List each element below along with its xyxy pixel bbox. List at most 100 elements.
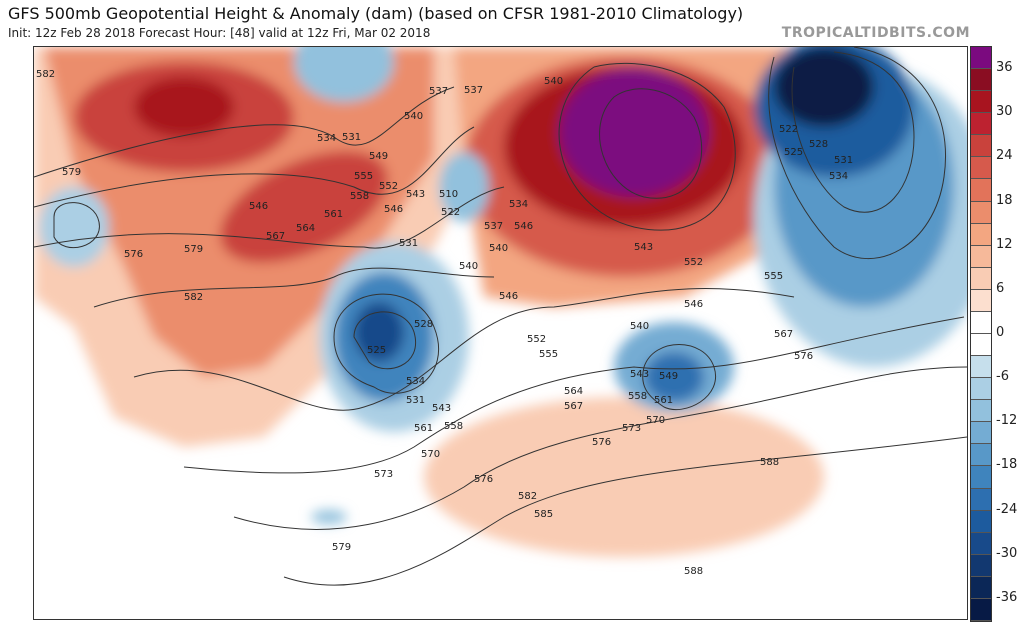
contour-label: 528	[809, 139, 828, 150]
map-canvas: 582 579 576 579 582 546 567 564 561 558 555 552 549 5…	[34, 47, 967, 586]
contour-label: 555	[539, 349, 558, 360]
contour-label: 537	[429, 86, 448, 97]
contour-label: 546	[499, 291, 518, 302]
brand-watermark: TROPICALTIDBITS.COM	[781, 25, 970, 41]
contour-label: 531	[406, 395, 425, 406]
colorbar-tick: 0	[996, 325, 1005, 340]
contour-line	[642, 344, 717, 411]
contour-label: 537	[464, 85, 483, 96]
contour-label: 543	[432, 403, 451, 414]
colorbar-tick: 36	[996, 60, 1013, 76]
contour-label: 540	[404, 111, 423, 122]
contour-label: 552	[527, 334, 546, 345]
colorbar-bin	[971, 157, 991, 180]
contour-label: 525	[367, 345, 386, 356]
contour-line	[34, 126, 475, 208]
contour-label: 570	[646, 415, 665, 426]
contour-label: 579	[332, 542, 351, 553]
contour-line	[599, 88, 703, 199]
colorbar-bin	[971, 422, 991, 445]
contour-label: 552	[379, 181, 398, 192]
contour-label: 534	[509, 199, 528, 210]
contour-label: 576	[124, 249, 143, 260]
contour-label: 531	[834, 155, 853, 166]
contour-label: 549	[369, 151, 388, 162]
colorbar-bin	[971, 311, 991, 334]
map-title: GFS 500mb Geopotential Height & Anomaly …	[8, 4, 744, 23]
colorbar-bin	[971, 510, 991, 533]
contour-line	[133, 287, 795, 411]
contour-label: 564	[296, 223, 315, 234]
contour-label: 540	[459, 261, 478, 272]
contour-label: 567	[774, 329, 793, 340]
colorbar-bin	[971, 267, 991, 290]
contour-label: 546	[384, 204, 403, 215]
colorbar-tick: -6	[996, 369, 1009, 385]
height-contours	[34, 47, 967, 586]
contour-label: 582	[36, 69, 55, 80]
colorbar-tick: 12	[996, 236, 1013, 252]
colorbar-tick: -24	[996, 501, 1018, 517]
contour-labels: 582 579 576 579 582 546 567 564 561 558 555 552 549 5…	[36, 69, 853, 577]
colorbar-tick: 24	[996, 148, 1013, 164]
colorbar-bin	[971, 576, 991, 599]
contour-label: 576	[794, 351, 813, 362]
contour-label: 588	[760, 457, 779, 468]
contour-line	[333, 293, 440, 394]
colorbar-bin	[971, 466, 991, 489]
contour-label: 546	[684, 299, 703, 310]
contour-line	[34, 186, 505, 249]
colorbar-bin	[971, 69, 991, 92]
contour-label: 543	[406, 189, 425, 200]
contour-label: 543	[630, 369, 649, 380]
contour-label: 558	[350, 191, 369, 202]
contour-label: 522	[779, 124, 798, 135]
contour-line	[93, 267, 495, 308]
anomaly-fill	[34, 47, 967, 557]
colorbar-bin	[971, 135, 991, 158]
contour-label: 549	[659, 371, 678, 382]
contour-line	[558, 62, 736, 231]
contour-label: 546	[249, 201, 268, 212]
colorbar-bin	[971, 245, 991, 268]
colorbar-bin	[971, 488, 991, 511]
anomaly-map: 582 579 576 579 582 546 567 564 561 558 555 552 549 5…	[33, 46, 968, 620]
contour-label: 537	[484, 221, 503, 232]
colorbar-bin	[971, 444, 991, 467]
colorbar-bin	[971, 223, 991, 246]
contour-label: 558	[444, 421, 463, 432]
colorbar-bin	[971, 289, 991, 312]
contour-label: 564	[564, 386, 583, 397]
colorbar-tick: 18	[996, 192, 1013, 208]
contour-line	[34, 86, 455, 178]
contour-label: 534	[317, 133, 336, 144]
contour-label: 555	[354, 171, 373, 182]
contour-line	[353, 311, 417, 370]
contour-label: 534	[406, 376, 425, 387]
contour-label: 561	[654, 395, 673, 406]
colorbar-bin	[971, 356, 991, 379]
contour-label: 561	[324, 209, 343, 220]
contour-label: 579	[184, 244, 203, 255]
contour-label: 552	[684, 257, 703, 268]
contour-line	[183, 316, 965, 474]
contour-label: 534	[829, 171, 848, 182]
contour-label: 588	[684, 566, 703, 577]
contour-label: 525	[784, 147, 803, 158]
contour-label: 582	[184, 292, 203, 303]
contour-label: 510	[439, 189, 458, 200]
contour-label: 546	[514, 221, 533, 232]
contour-label: 558	[628, 391, 647, 402]
contour-label: 567	[564, 401, 583, 412]
colorbar-tick: -12	[996, 413, 1018, 429]
colorbar-bin	[971, 91, 991, 114]
contour-label: 555	[764, 271, 783, 282]
colorbar-tick: -36	[996, 589, 1018, 605]
colorbar-tick: -18	[996, 457, 1018, 473]
contour-label: 576	[592, 437, 611, 448]
contour-label: 576	[474, 474, 493, 485]
colorbar-bin	[971, 179, 991, 202]
colorbar-bin	[971, 378, 991, 401]
contour-line	[233, 366, 967, 530]
colorbar-bin	[971, 532, 991, 555]
